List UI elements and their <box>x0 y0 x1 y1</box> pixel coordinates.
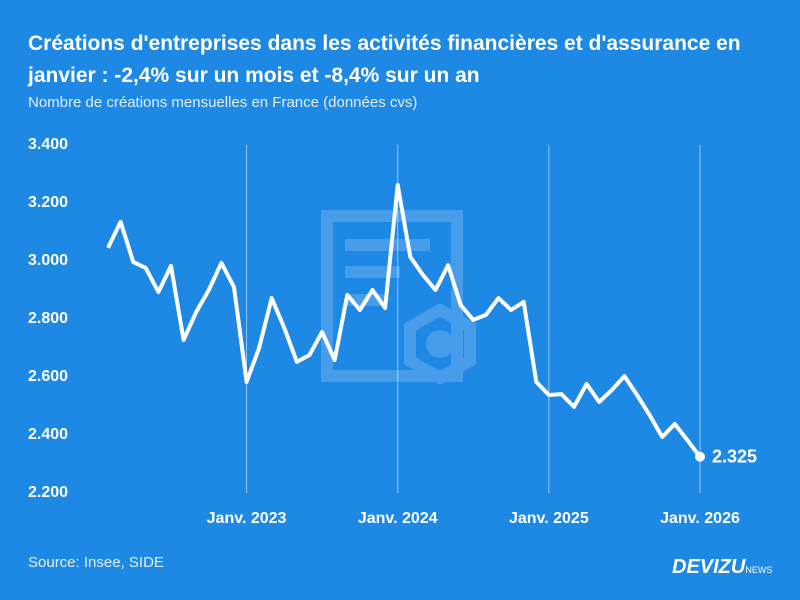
y-tick-label: 3.000 <box>28 252 68 269</box>
x-tick-label: Janv. 2023 <box>207 510 287 527</box>
y-tick-label: 2.600 <box>28 368 68 385</box>
source: Source: Insee, SIDE <box>28 554 164 571</box>
brand-suffix: NEWS <box>745 565 773 575</box>
brand-name: DEVIZU <box>672 556 746 578</box>
y-tick-label: 3.200 <box>28 194 68 211</box>
value-label: 2.325 <box>712 447 757 467</box>
y-tick-label: 3.400 <box>28 136 68 153</box>
chart-title: Créations d'entreprises dans les activit… <box>28 32 741 87</box>
line <box>106 183 702 459</box>
y-tick-label: 2.800 <box>28 310 68 327</box>
x-tick-label: Janv. 2025 <box>509 510 589 527</box>
x-tick-label: Janv. 2026 <box>660 510 740 527</box>
chart-subtitle: Nombre de créations mensuelles en France… <box>28 94 418 111</box>
x-tick-label: Janv. 2024 <box>358 510 438 527</box>
brand: DEVIZUNEWS <box>672 556 772 579</box>
point <box>695 451 705 462</box>
y-tick-label: 2.200 <box>28 484 68 501</box>
y-tick-label: 2.400 <box>28 426 68 443</box>
